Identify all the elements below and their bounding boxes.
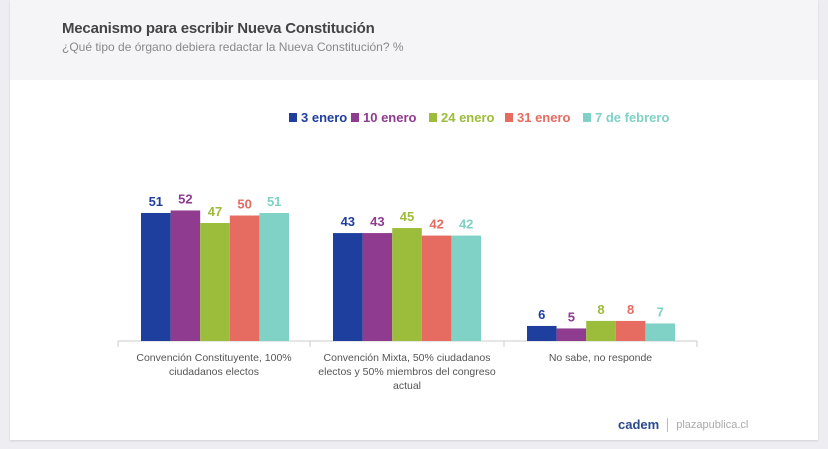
bar xyxy=(451,235,481,341)
legend-swatch xyxy=(289,113,297,122)
bar xyxy=(392,228,422,341)
data-label: 51 xyxy=(267,194,281,209)
data-label: 42 xyxy=(429,217,443,232)
chart-subtitle: ¿Qué tipo de órgano debiera redactar la … xyxy=(62,40,404,54)
bar xyxy=(615,320,646,341)
data-label: 50 xyxy=(237,197,251,212)
divider xyxy=(667,417,669,432)
category-label: ciudadanos electos xyxy=(169,366,259,378)
chart-header: Mecanismo para escribir Nueva Constituci… xyxy=(10,0,818,80)
category-label: Convención Mixta, 50% ciudadanos xyxy=(324,352,491,364)
category-label: No sabe, no responde xyxy=(549,352,652,364)
bar xyxy=(141,212,171,341)
data-label: 43 xyxy=(341,214,355,229)
data-label: 52 xyxy=(178,191,192,206)
site-link[interactable]: plazapublica.cl xyxy=(676,418,749,431)
legend-swatch xyxy=(505,113,513,122)
data-label: 8 xyxy=(627,302,634,317)
data-label: 51 xyxy=(149,194,163,209)
legend-swatch xyxy=(429,113,437,122)
legend-swatch xyxy=(583,113,591,122)
data-label: 47 xyxy=(208,204,222,219)
legend-entry: 7 de febrero xyxy=(595,110,669,125)
category-label: Convención Constituyente, 100% xyxy=(136,352,291,364)
bar xyxy=(421,235,452,341)
bar xyxy=(527,325,557,341)
bar xyxy=(333,233,363,341)
data-label: 45 xyxy=(400,209,414,224)
bar xyxy=(229,215,260,341)
footer: cadem plazapublica.cl xyxy=(618,417,748,432)
data-label: 6 xyxy=(538,307,545,322)
bar xyxy=(362,233,393,341)
data-label: 5 xyxy=(568,309,575,324)
bar xyxy=(259,212,289,341)
bar xyxy=(645,323,675,341)
data-label: 7 xyxy=(657,304,664,319)
data-label: 8 xyxy=(597,302,604,317)
data-label: 42 xyxy=(459,217,473,232)
bar xyxy=(586,320,616,341)
legend-entry: 31 enero xyxy=(517,110,571,125)
legend-entry: 10 enero xyxy=(363,110,417,125)
legend-swatch xyxy=(351,113,359,122)
category-label: actual xyxy=(393,380,421,392)
legend-entry: 3 enero xyxy=(301,110,347,125)
bar xyxy=(556,328,587,341)
category-label: electos y 50% miembros del congreso xyxy=(318,366,496,378)
bar xyxy=(200,223,230,341)
cadem-logo: cadem xyxy=(618,417,660,432)
data-label: 43 xyxy=(370,214,384,229)
legend-entry: 24 enero xyxy=(441,110,495,125)
chart-title: Mecanismo para escribir Nueva Constituci… xyxy=(62,20,375,37)
bar xyxy=(170,210,201,341)
